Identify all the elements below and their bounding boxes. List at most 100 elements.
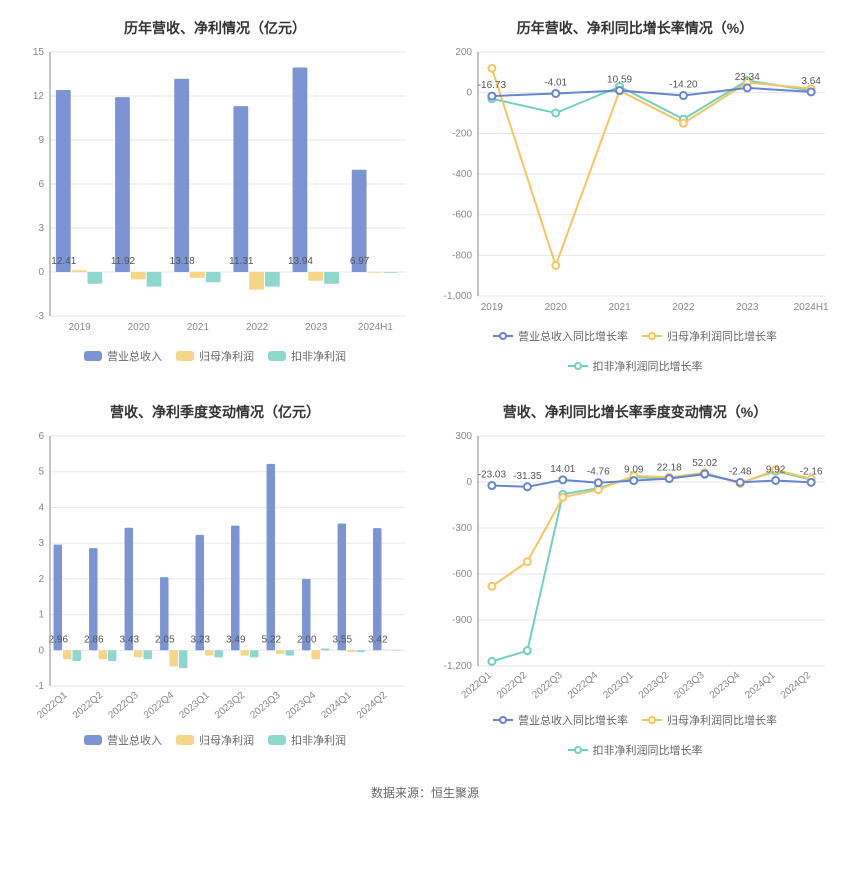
svg-text:2023: 2023 bbox=[305, 322, 328, 333]
svg-text:9.92: 9.92 bbox=[766, 464, 786, 475]
svg-text:-16.73: -16.73 bbox=[478, 80, 507, 91]
svg-text:-4.76: -4.76 bbox=[587, 467, 610, 478]
legend-item[interactable]: 归母净利润 bbox=[176, 348, 254, 364]
svg-text:2024Q2: 2024Q2 bbox=[355, 690, 390, 722]
svg-text:4: 4 bbox=[38, 502, 44, 513]
legend-swatch bbox=[268, 735, 286, 745]
legend-item[interactable]: 扣非净利润 bbox=[268, 348, 346, 364]
svg-text:-400: -400 bbox=[452, 169, 472, 180]
legend-swatch bbox=[176, 351, 194, 361]
panel-bottom-left: 营收、净利季度变动情况（亿元） -101234562.962022Q12.862… bbox=[10, 394, 420, 768]
chart-title: 历年营收、净利同比增长率情况（%） bbox=[430, 10, 840, 42]
svg-text:2: 2 bbox=[38, 574, 44, 585]
legend-swatch bbox=[493, 715, 513, 725]
svg-text:0: 0 bbox=[466, 88, 472, 99]
legend-swatch bbox=[84, 351, 102, 361]
svg-text:2.86: 2.86 bbox=[84, 634, 104, 645]
legend-item[interactable]: 营业总收入 bbox=[84, 348, 162, 364]
data-source-label: 数据来源：恒生聚源 bbox=[0, 778, 850, 813]
svg-text:13.18: 13.18 bbox=[170, 256, 195, 267]
legend-item[interactable]: 归母净利润 bbox=[176, 732, 254, 748]
svg-text:2023Q2: 2023Q2 bbox=[213, 690, 248, 722]
svg-text:2023Q1: 2023Q1 bbox=[177, 690, 212, 722]
legend-label: 归母净利润 bbox=[199, 348, 254, 364]
svg-text:2022Q1: 2022Q1 bbox=[35, 690, 70, 722]
svg-text:14.01: 14.01 bbox=[550, 464, 575, 475]
svg-text:0: 0 bbox=[38, 267, 44, 278]
legend-label: 归母净利润同比增长率 bbox=[667, 328, 777, 344]
svg-text:12.41: 12.41 bbox=[51, 256, 76, 267]
svg-text:-200: -200 bbox=[452, 128, 472, 139]
legend-swatch bbox=[268, 351, 286, 361]
svg-text:6.97: 6.97 bbox=[350, 256, 370, 267]
legend-item[interactable]: 营业总收入同比增长率 bbox=[493, 328, 628, 344]
legend-label: 扣非净利润 bbox=[291, 732, 346, 748]
svg-text:2024Q1: 2024Q1 bbox=[319, 690, 354, 722]
legend-tr: 营业总收入同比增长率 归母净利润同比增长率扣非净利润同比增长率 bbox=[430, 322, 840, 384]
svg-text:2022Q3: 2022Q3 bbox=[530, 670, 565, 702]
legend-item[interactable]: 扣非净利润同比增长率 bbox=[568, 742, 703, 758]
legend-tl: 营业总收入 归母净利润扣非净利润 bbox=[10, 342, 420, 374]
legend-swatch bbox=[84, 735, 102, 745]
legend-swatch bbox=[642, 715, 662, 725]
svg-text:1: 1 bbox=[38, 610, 44, 621]
svg-text:2019: 2019 bbox=[481, 302, 504, 313]
svg-text:2022Q2: 2022Q2 bbox=[495, 670, 530, 702]
svg-text:2020: 2020 bbox=[128, 322, 151, 333]
legend-item[interactable]: 扣非净利润 bbox=[268, 732, 346, 748]
svg-text:2022Q4: 2022Q4 bbox=[142, 690, 177, 722]
legend-item[interactable]: 营业总收入 bbox=[84, 732, 162, 748]
svg-text:3.23: 3.23 bbox=[191, 634, 211, 645]
svg-text:2022Q4: 2022Q4 bbox=[566, 670, 601, 702]
svg-text:2024Q1: 2024Q1 bbox=[743, 670, 778, 702]
svg-text:2021: 2021 bbox=[187, 322, 210, 333]
svg-text:3: 3 bbox=[38, 538, 44, 549]
chart-title: 营收、净利同比增长率季度变动情况（%） bbox=[430, 394, 840, 426]
svg-text:5.22: 5.22 bbox=[262, 634, 282, 645]
bar-chart-bl: -101234562.962022Q12.862022Q23.432022Q32… bbox=[10, 426, 420, 726]
svg-text:3.42: 3.42 bbox=[368, 634, 388, 645]
svg-text:11.31: 11.31 bbox=[229, 256, 254, 267]
svg-text:-600: -600 bbox=[452, 210, 472, 221]
legend-swatch bbox=[176, 735, 194, 745]
panel-top-right: 历年营收、净利同比增长率情况（%） -1,000-800-600-400-200… bbox=[430, 10, 840, 384]
chart-grid: 历年营收、净利情况（亿元） -30369121512.41201911.9220… bbox=[0, 0, 850, 778]
svg-text:9.09: 9.09 bbox=[624, 465, 644, 476]
svg-text:3.64: 3.64 bbox=[801, 76, 821, 87]
chart-title: 历年营收、净利情况（亿元） bbox=[10, 10, 420, 42]
panel-bottom-right: 营收、净利同比增长率季度变动情况（%） -1,200-900-600-30003… bbox=[430, 394, 840, 768]
svg-text:-900: -900 bbox=[452, 615, 472, 626]
legend-item[interactable]: 扣非净利润同比增长率 bbox=[568, 358, 703, 374]
svg-text:2021: 2021 bbox=[608, 302, 631, 313]
svg-text:-2.16: -2.16 bbox=[800, 466, 823, 477]
svg-text:-1: -1 bbox=[35, 681, 44, 692]
svg-text:22.18: 22.18 bbox=[657, 463, 682, 474]
legend-item[interactable]: 营业总收入同比增长率 bbox=[493, 712, 628, 728]
svg-text:300: 300 bbox=[455, 431, 472, 442]
svg-text:2023Q3: 2023Q3 bbox=[672, 670, 707, 702]
svg-text:52.02: 52.02 bbox=[692, 458, 717, 469]
svg-text:15: 15 bbox=[33, 47, 45, 58]
legend-br: 营业总收入同比增长率 归母净利润同比增长率扣非净利润同比增长率 bbox=[430, 706, 840, 768]
svg-text:-300: -300 bbox=[452, 523, 472, 534]
svg-text:3.49: 3.49 bbox=[226, 634, 246, 645]
svg-text:2022: 2022 bbox=[672, 302, 695, 313]
svg-text:-14.20: -14.20 bbox=[669, 80, 698, 91]
legend-label: 营业总收入 bbox=[107, 348, 162, 364]
svg-text:2023Q4: 2023Q4 bbox=[708, 670, 743, 702]
legend-label: 归母净利润同比增长率 bbox=[667, 712, 777, 728]
svg-text:-3: -3 bbox=[35, 311, 44, 322]
svg-text:6: 6 bbox=[38, 179, 44, 190]
svg-text:2023: 2023 bbox=[736, 302, 759, 313]
svg-text:2022Q3: 2022Q3 bbox=[106, 690, 141, 722]
svg-text:-2.48: -2.48 bbox=[729, 466, 752, 477]
legend-label: 归母净利润 bbox=[199, 732, 254, 748]
legend-item[interactable]: 归母净利润同比增长率 bbox=[642, 328, 777, 344]
svg-text:0: 0 bbox=[38, 645, 44, 656]
svg-text:23.34: 23.34 bbox=[735, 72, 760, 83]
svg-text:9: 9 bbox=[38, 135, 44, 146]
svg-text:2024H1: 2024H1 bbox=[358, 322, 393, 333]
legend-item[interactable]: 归母净利润同比增长率 bbox=[642, 712, 777, 728]
legend-label: 营业总收入同比增长率 bbox=[518, 328, 628, 344]
svg-text:-4.01: -4.01 bbox=[544, 77, 567, 88]
